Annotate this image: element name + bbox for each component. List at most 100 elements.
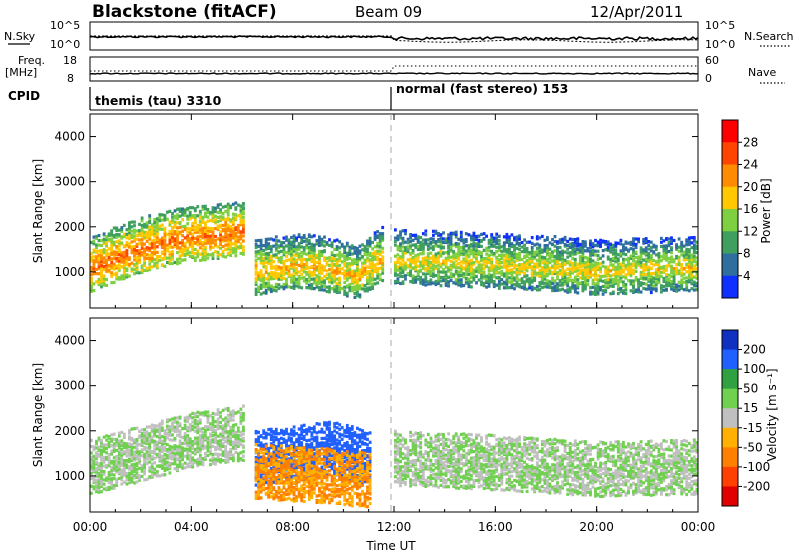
data-cell [414, 254, 418, 258]
data-cell [290, 258, 293, 262]
data-cell [419, 247, 423, 252]
data-cell [404, 277, 407, 281]
data-cell [505, 272, 509, 276]
data-cell [272, 238, 276, 242]
data-cell [153, 221, 157, 225]
data-cell [599, 238, 602, 242]
data-cell [125, 459, 129, 463]
data-cell [128, 221, 131, 225]
data-cell [231, 226, 235, 230]
data-cell [277, 265, 281, 269]
data-cell [654, 260, 658, 264]
data-cell [204, 221, 207, 225]
data-cell [551, 282, 554, 286]
data-cell [287, 246, 291, 250]
data-cell [100, 479, 103, 483]
data-cell [112, 445, 116, 449]
data-cell [135, 471, 139, 475]
data-cell [467, 233, 471, 237]
data-cell [584, 240, 587, 244]
data-cell [459, 238, 463, 242]
data-cell [150, 223, 154, 227]
data-cell [586, 259, 590, 263]
data-cell [102, 237, 106, 241]
data-cell [540, 267, 544, 271]
data-cell [221, 458, 225, 463]
data-cell [581, 256, 585, 260]
data-cell [366, 247, 369, 251]
data-cell [546, 279, 549, 283]
data-cell [439, 252, 443, 256]
data-cell [447, 280, 450, 284]
data-cell [97, 462, 101, 466]
data-cell [188, 426, 192, 430]
data-cell [242, 416, 245, 420]
data-cell [581, 268, 585, 272]
data-cell [373, 245, 377, 249]
data-cell [290, 252, 293, 256]
data-cell [627, 256, 630, 260]
data-cell [102, 240, 106, 244]
data-cell [198, 224, 202, 228]
data-cell [685, 242, 689, 246]
data-cell [368, 251, 372, 255]
data-cell [264, 284, 268, 289]
data-cell [335, 283, 339, 287]
data-cell [269, 254, 273, 258]
data-cell [305, 278, 309, 282]
data-cell [376, 230, 380, 234]
data-cell [665, 249, 668, 253]
data-cell [188, 423, 192, 427]
data-cell [115, 246, 119, 250]
data-cell [368, 275, 372, 279]
data-cell [153, 252, 157, 256]
data-cell [568, 279, 572, 283]
data-cell [138, 459, 141, 463]
data-cell [186, 418, 190, 422]
data-cell [206, 208, 210, 212]
data-cell [515, 274, 519, 278]
data-cell [102, 261, 106, 265]
data-cell [495, 265, 499, 269]
data-cell [348, 286, 352, 290]
data-cell [318, 267, 321, 271]
data-cell [206, 449, 210, 453]
data-cell [439, 262, 443, 266]
data-cell [115, 440, 119, 444]
data-cell [102, 274, 106, 278]
data-cell [107, 263, 111, 267]
data-cell [591, 285, 595, 289]
data-cell [373, 233, 377, 237]
data-cell [497, 271, 501, 275]
data-cell [318, 270, 321, 274]
data-cell [259, 269, 263, 273]
data-cell [290, 235, 293, 240]
data-cell [242, 223, 245, 227]
data-cell [95, 246, 98, 250]
data-cell [178, 225, 182, 230]
data-cell [338, 286, 342, 290]
data-cell [670, 236, 673, 240]
data-cell [97, 452, 101, 456]
data-cell [229, 439, 233, 444]
data-cell [371, 264, 374, 268]
data-cell [589, 246, 592, 250]
data-cell [300, 276, 304, 280]
data-cell [178, 459, 182, 464]
data-cell [186, 451, 190, 455]
data-cell [437, 254, 440, 259]
data-cell [206, 236, 210, 240]
data-cell [198, 242, 202, 246]
data-cell [345, 266, 349, 270]
data-cell [586, 271, 590, 275]
data-cell [442, 268, 445, 272]
data-cell [173, 232, 177, 236]
data-cell [548, 241, 552, 245]
data-cell [333, 247, 336, 251]
data-cell [381, 234, 385, 238]
data-cell [419, 278, 423, 282]
data-cell [419, 260, 423, 264]
data-cell [143, 247, 146, 251]
data-cell [556, 288, 559, 292]
data-cell [361, 267, 364, 271]
